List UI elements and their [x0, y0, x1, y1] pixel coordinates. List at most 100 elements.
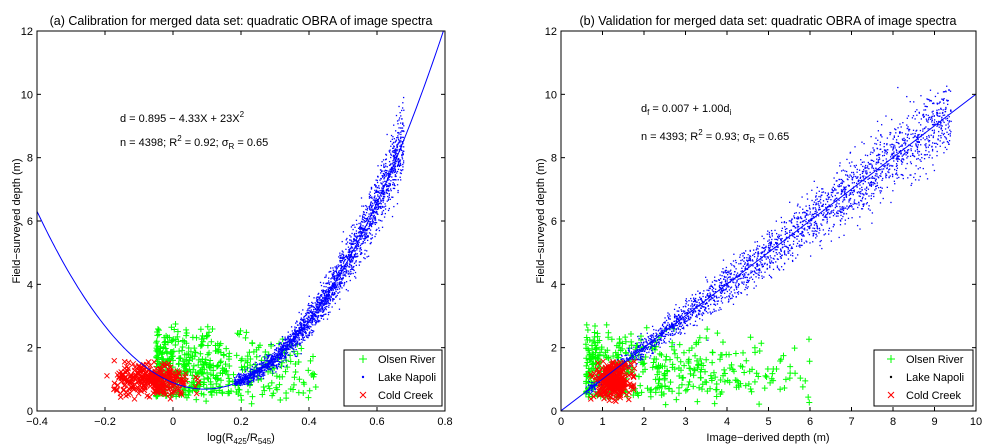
chart-a-point: [357, 227, 360, 229]
chart-a-point: [315, 300, 318, 302]
chart-b-point: [927, 114, 929, 117]
chart-b-point: [920, 134, 923, 136]
chart-a-point: [383, 196, 386, 198]
chart-a-point: [374, 199, 376, 201]
chart-a-point: [354, 275, 356, 278]
chart-a-point: [162, 385, 169, 392]
chart-b-point: [931, 123, 934, 126]
chart-b-point: [849, 205, 851, 207]
chart-b-point: [630, 352, 632, 355]
chart-b-point: [841, 207, 843, 209]
chart-a-point: [344, 270, 346, 273]
chart-a-point: [394, 169, 397, 171]
chart-a-point: [350, 240, 353, 242]
chart-b-point: [640, 342, 642, 344]
chart-a-point: [329, 311, 331, 313]
chart-a-point: [291, 344, 293, 346]
chart-b-point: [936, 111, 938, 114]
chart-a-point: [387, 189, 390, 192]
chart-a-point: [284, 345, 286, 347]
chart-a-point: [394, 149, 396, 152]
chart-a-point: [248, 377, 251, 379]
chart-a-point: [360, 197, 363, 199]
chart-a-point: [400, 179, 402, 181]
chart-a-point: [305, 332, 307, 335]
chart-b-point: [814, 199, 817, 201]
chart-b-point: [837, 192, 839, 194]
chart-b-point: [938, 126, 940, 128]
chart-b-point: [897, 158, 900, 160]
chart-a-point: [355, 230, 358, 232]
chart-a-point: [320, 299, 323, 301]
chart-a-point: [253, 371, 255, 373]
chart-a-point: [393, 156, 395, 158]
chart-a-point: [307, 335, 310, 337]
chart-b-point: [704, 326, 711, 333]
chart-b-point: [627, 354, 629, 356]
chart-b-point: [674, 325, 676, 327]
chart-a-point: [389, 198, 391, 201]
chart-a-point: [369, 242, 372, 245]
chart-a-point: [280, 347, 282, 350]
chart-a-point: [398, 127, 400, 129]
chart-a-point: [394, 152, 396, 154]
chart-a-point: [325, 276, 327, 278]
chart-b-point: [765, 258, 767, 260]
chart-b-point: [650, 346, 652, 348]
chart-a-point: [346, 262, 349, 264]
chart-a-point: [275, 364, 278, 366]
chart-b-point: [748, 279, 750, 282]
chart-a-point: [329, 291, 331, 294]
chart-a-point: [374, 189, 376, 192]
chart-a-point: [260, 375, 262, 378]
chart-a-point: [401, 109, 403, 112]
chart-b-point: [751, 378, 758, 385]
chart-a-point: [321, 289, 323, 292]
chart-b-point: [633, 346, 635, 348]
chart-a-point: [278, 349, 280, 351]
chart-b-point: [818, 206, 821, 209]
chart-a-point: [383, 191, 385, 193]
chart-a-point: [327, 291, 329, 293]
chart-b-point: [739, 254, 741, 256]
chart-b-point: [921, 157, 923, 159]
chart-a-point: [352, 260, 354, 262]
chart-b-point: [656, 333, 658, 335]
chart-a-point: [244, 379, 246, 381]
chart-a-point: [258, 372, 260, 374]
chart-b-point: [927, 146, 929, 148]
chart-a-point: [328, 282, 330, 284]
chart-a-point: [301, 327, 303, 329]
chart-a-point: [360, 238, 362, 240]
chart-a-point: [308, 295, 310, 297]
chart-a-point: [333, 286, 335, 288]
chart-b-point: [697, 374, 704, 381]
chart-a-point: [277, 350, 279, 353]
chart-a-point: [350, 243, 352, 246]
chart-a-point: [402, 152, 404, 155]
chart-a-point: [314, 318, 316, 320]
chart-a-point: [259, 372, 262, 374]
chart-a-point: [268, 366, 271, 368]
chart-a-point: [333, 275, 335, 277]
chart-a-point: [324, 291, 327, 293]
chart-b-point: [671, 346, 678, 353]
chart-b-point: [631, 357, 633, 359]
chart-b-point: [781, 227, 784, 229]
chart-b-point: [657, 338, 659, 341]
chart-b-point: [780, 266, 783, 268]
chart-a-point: [362, 227, 364, 229]
chart-a-point: [207, 378, 214, 385]
chart-a-point: [370, 238, 372, 240]
chart-b-point: [714, 330, 721, 337]
chart-b-point: [849, 192, 852, 194]
chart-a-point: [350, 255, 352, 258]
chart-b-point: [806, 358, 813, 365]
chart-a-point: [353, 235, 356, 237]
chart-b-point: [882, 168, 885, 170]
chart-b-point: [914, 179, 917, 181]
chart-a-point: [316, 318, 319, 320]
chart-a-point: [375, 190, 378, 193]
chart-a-point: [353, 255, 356, 258]
chart-b-point: [693, 341, 700, 348]
